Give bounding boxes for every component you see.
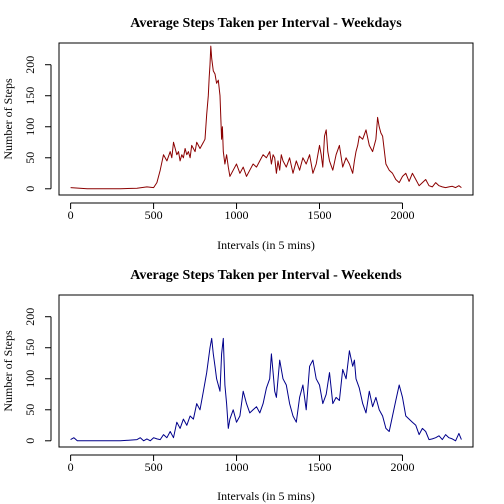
y-tick-label: 100 (23, 370, 37, 388)
x-tick-label: 500 (145, 208, 163, 222)
y-axis: 0 50 100 150 200 (23, 308, 52, 444)
y-tick-label: 150 (23, 339, 37, 357)
x-tick-label: 1500 (308, 208, 332, 222)
x-tick-label: 500 (145, 460, 163, 474)
chart-title: Average Steps Taken per Interval - Weeke… (130, 268, 402, 283)
chart-title: Average Steps Taken per Interval - Weekd… (130, 16, 402, 31)
x-axis-label: Intervals (in 5 mins) (217, 238, 315, 252)
x-tick-label: 0 (68, 208, 74, 222)
series-line (70, 337, 462, 442)
x-axis: 0 500 1000 1500 2000 (68, 454, 414, 474)
plot-area-frame (58, 42, 474, 196)
y-tick-label: 50 (23, 152, 37, 164)
plot-area-frame (58, 294, 474, 448)
x-axis: 0 500 1000 1500 2000 (68, 202, 414, 222)
y-tick-label: 0 (23, 186, 37, 192)
y-axis-label: Number of Steps (1, 330, 15, 412)
weekday-chart-panel: Average Steps Taken per Interval - Weekd… (1, 16, 474, 252)
x-tick-label: 1500 (308, 460, 332, 474)
x-axis-label: Intervals (in 5 mins) (217, 489, 315, 503)
series-layer (70, 337, 462, 442)
x-tick-label: 2000 (390, 208, 414, 222)
x-tick-label: 1000 (225, 460, 249, 474)
y-axis: 0 50 100 150 200 (23, 56, 52, 192)
x-tick-label: 2000 (390, 460, 414, 474)
x-tick-label: 0 (68, 460, 74, 474)
y-axis-label: Number of Steps (1, 78, 15, 160)
series-line (70, 45, 462, 190)
x-tick-label: 1000 (225, 208, 249, 222)
y-tick-label: 50 (23, 404, 37, 416)
y-tick-label: 200 (23, 308, 37, 326)
y-tick-label: 0 (23, 438, 37, 444)
y-tick-label: 150 (23, 87, 37, 105)
y-tick-label: 200 (23, 56, 37, 74)
weekend-chart-panel: Average Steps Taken per Interval - Weeke… (1, 268, 474, 503)
y-tick-label: 100 (23, 118, 37, 136)
series-layer (70, 45, 462, 190)
